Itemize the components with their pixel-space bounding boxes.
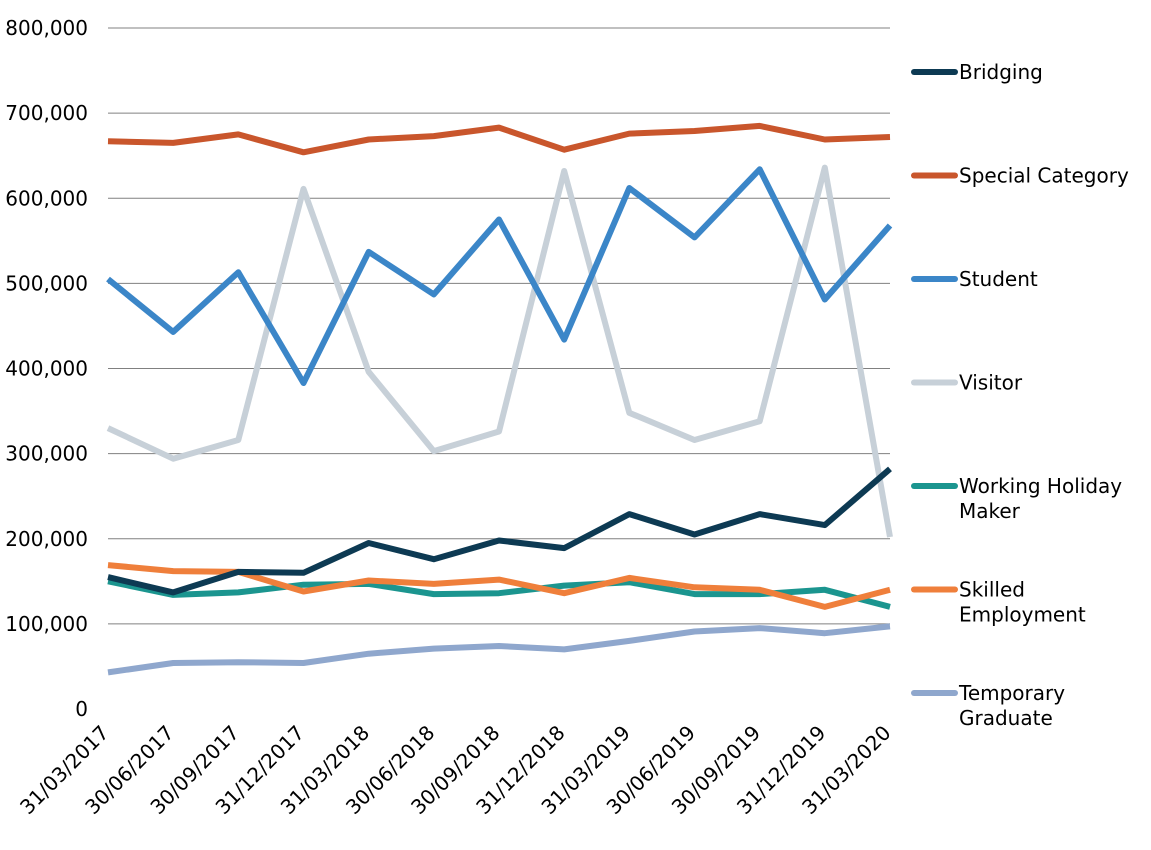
legend-label: Skilled	[959, 578, 1025, 602]
y-axis-tick-labels: 0 100,000 200,000 300,000 400,000 500,000 600,…	[5, 16, 88, 721]
y-tick-label: 300,000	[5, 442, 88, 466]
legend-label: Special Category	[959, 164, 1129, 188]
y-tick-label: 0	[75, 697, 88, 721]
series-line-temporary-graduate	[107, 623, 891, 676]
series-line-special-category	[107, 122, 891, 156]
series-line-visitor	[106, 164, 893, 538]
gridlines	[108, 27, 890, 625]
legend-label: Bridging	[959, 60, 1043, 84]
series-line-bridging	[107, 466, 892, 596]
legend-label: Visitor	[959, 371, 1023, 395]
legend-label: Working Holiday	[959, 474, 1122, 498]
legend-label: Graduate	[959, 706, 1053, 730]
y-tick-label: 700,000	[5, 101, 88, 125]
y-tick-label: 100,000	[5, 612, 88, 636]
y-tick-label: 600,000	[5, 186, 88, 210]
legend: Bridging Special Category Student Visitor Wo…	[911, 60, 1129, 730]
legend-label: Employment	[959, 603, 1086, 627]
series-line-skilled-employment	[107, 562, 891, 610]
legend-label: Maker	[959, 499, 1021, 523]
x-axis-tick-labels: 31/03/201730/06/201730/09/201731/12/2017…	[15, 721, 895, 819]
legend-label: Temporary	[958, 681, 1065, 705]
y-tick-label: 800,000	[5, 16, 88, 40]
series-lines	[106, 122, 893, 676]
y-tick-label: 400,000	[5, 357, 88, 381]
y-tick-label: 500,000	[5, 271, 88, 295]
series-line-working-holiday-maker	[107, 578, 891, 610]
legend-label: Student	[959, 267, 1038, 291]
series-line-student	[106, 166, 893, 386]
y-tick-label: 200,000	[5, 527, 88, 551]
